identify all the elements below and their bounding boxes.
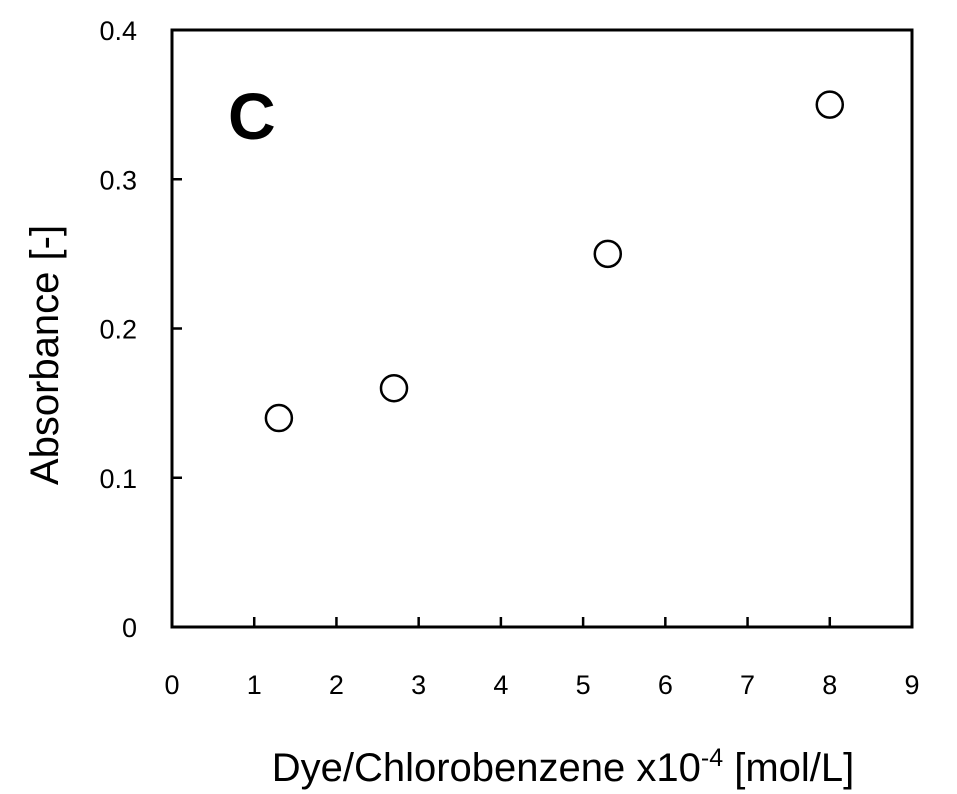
- x-axis-title: Dye/Chlorobenzene x10-4 [mol/L]: [272, 744, 855, 790]
- y-tick-label: 0.3: [99, 165, 137, 195]
- x-tick-label: 3: [411, 670, 426, 700]
- x-axis-title-main: Dye/Chlorobenzene x10: [272, 746, 701, 790]
- data-point: [379, 373, 409, 403]
- x-tick-label: 6: [658, 670, 673, 700]
- y-tick-label: 0.4: [99, 16, 137, 46]
- x-axis-title-exponent: -4: [701, 744, 723, 772]
- x-tick-label: 8: [822, 670, 837, 700]
- x-tick-label: 1: [247, 670, 262, 700]
- data-points: [264, 90, 845, 433]
- x-tick-label: 7: [740, 670, 755, 700]
- y-tick-label: 0: [122, 613, 137, 643]
- data-point: [815, 90, 845, 119]
- x-tick-label: 9: [904, 670, 919, 700]
- data-point: [264, 403, 294, 433]
- y-tick-label: 0.2: [99, 315, 137, 345]
- x-axis-ticks: 0 1 2 3 4 5 6 7 8 9: [164, 617, 920, 700]
- y-axis-ticks: 0 0.1 0.2 0.3 0.4: [99, 16, 182, 643]
- data-point: [593, 239, 623, 269]
- plot-area-frame: [170, 28, 914, 629]
- x-axis-title-unit: [mol/L]: [723, 746, 854, 790]
- x-tick-label: 4: [493, 670, 508, 700]
- x-tick-label: 0: [164, 670, 179, 700]
- x-tick-label: 5: [576, 670, 591, 700]
- panel-label: C: [228, 79, 276, 153]
- y-tick-label: 0.1: [99, 464, 137, 494]
- y-axis-title: Absorbance [-]: [23, 225, 67, 485]
- x-tick-label: 2: [329, 670, 344, 700]
